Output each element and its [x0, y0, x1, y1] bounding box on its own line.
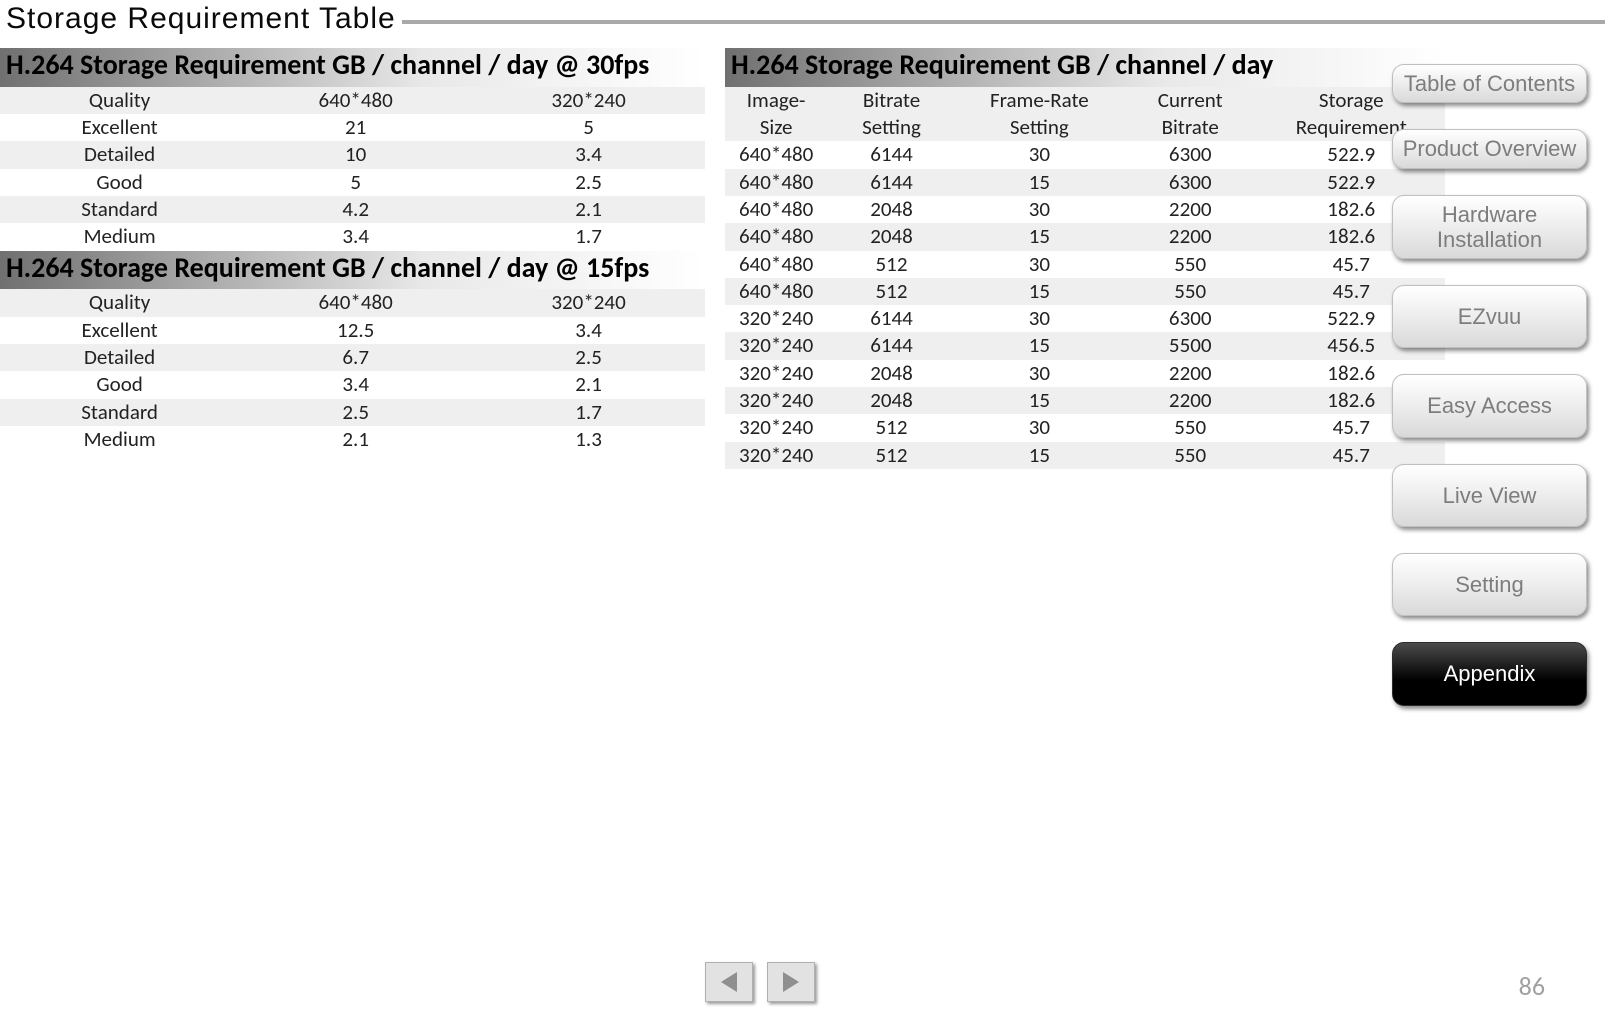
nav-live-view[interactable]: Live View: [1392, 464, 1587, 527]
table-row: Good3.42.1: [0, 371, 705, 398]
left-column: H.264 Storage Requirement GB / channel /…: [0, 48, 705, 469]
right-column: H.264 Storage Requirement GB / channel /…: [725, 48, 1445, 469]
table-row: Good52.5: [0, 169, 705, 196]
tableDay-h2: Frame-Rate Setting: [956, 87, 1123, 142]
nav-product-overview[interactable]: Product Overview: [1392, 129, 1587, 168]
arrow-left-icon: [721, 972, 737, 992]
next-page-button[interactable]: [767, 962, 815, 1002]
prev-page-button[interactable]: [705, 962, 753, 1002]
tableDay-title: H.264 Storage Requirement GB / channel /…: [725, 48, 1445, 87]
table-row: 320*2402048302200182.6: [725, 360, 1445, 387]
table-row: Excellent12.53.4: [0, 317, 705, 344]
table-row: Detailed6.72.5: [0, 344, 705, 371]
page: Storage Requirement Table H.264 Storage …: [0, 0, 1605, 1032]
table-row: Detailed103.4: [0, 141, 705, 168]
tableDay-h1: Bitrate Setting: [827, 87, 956, 142]
table30-h1: 640*480: [239, 87, 472, 114]
table-row: 320*2406144306300522.9: [725, 305, 1445, 332]
table-row: Standard4.22.1: [0, 196, 705, 223]
nav-hardware-installation[interactable]: Hardware Installation: [1392, 195, 1587, 260]
side-nav: Table of Contents Product Overview Hardw…: [1392, 64, 1587, 706]
table30-h0: Quality: [0, 87, 239, 114]
title-area: Storage Requirement Table: [0, 0, 1605, 40]
arrow-right-icon: [783, 972, 799, 992]
table-row: Excellent215: [0, 114, 705, 141]
pager: [705, 962, 815, 1002]
table15-title: H.264 Storage Requirement GB / channel /…: [0, 251, 705, 290]
tableDay-header-row: Image-Size Bitrate Setting Frame-Rate Se…: [725, 87, 1445, 142]
table-row: 640*4802048302200182.6: [725, 196, 1445, 223]
table-row: 640*4806144306300522.9: [725, 141, 1445, 168]
nav-setting[interactable]: Setting: [1392, 553, 1587, 616]
page-title: Storage Requirement Table: [0, 0, 402, 40]
content-columns: H.264 Storage Requirement GB / channel /…: [0, 48, 1445, 469]
table-row: Medium2.11.3: [0, 426, 705, 453]
table15: Quality 640*480 320*240 Excellent12.53.4…: [0, 289, 705, 453]
table30-h2: 320*240: [472, 87, 705, 114]
table30-header-row: Quality 640*480 320*240: [0, 87, 705, 114]
table-row: 320*2402048152200182.6: [725, 387, 1445, 414]
table-row: Standard2.51.7: [0, 399, 705, 426]
table-row: 640*4805123055045.7: [725, 251, 1445, 278]
tableDay: Image-Size Bitrate Setting Frame-Rate Se…: [725, 87, 1445, 469]
table-row: 640*4802048152200182.6: [725, 223, 1445, 250]
table-row: 320*2405121555045.7: [725, 442, 1445, 469]
nav-toc[interactable]: Table of Contents: [1392, 64, 1587, 103]
table30: Quality 640*480 320*240 Excellent215 Det…: [0, 87, 705, 251]
table-row: 320*2405123055045.7: [725, 414, 1445, 441]
nav-ezvuu[interactable]: EZvuu: [1392, 285, 1587, 348]
page-number: 86: [1519, 970, 1545, 1002]
table-row: Medium3.41.7: [0, 223, 705, 250]
table-row: 640*4806144156300522.9: [725, 169, 1445, 196]
table-row: 320*2406144155500456.5: [725, 332, 1445, 359]
tableDay-h0: Image-Size: [725, 87, 827, 142]
table-row: 640*4805121555045.7: [725, 278, 1445, 305]
table15-h2: 320*240: [472, 289, 705, 316]
tableDay-h3: Current Bitrate: [1123, 87, 1258, 142]
nav-appendix[interactable]: Appendix: [1392, 642, 1587, 705]
table15-header-row: Quality 640*480 320*240: [0, 289, 705, 316]
nav-easy-access[interactable]: Easy Access: [1392, 374, 1587, 437]
table15-h0: Quality: [0, 289, 239, 316]
table15-h1: 640*480: [239, 289, 472, 316]
table30-title: H.264 Storage Requirement GB / channel /…: [0, 48, 705, 87]
